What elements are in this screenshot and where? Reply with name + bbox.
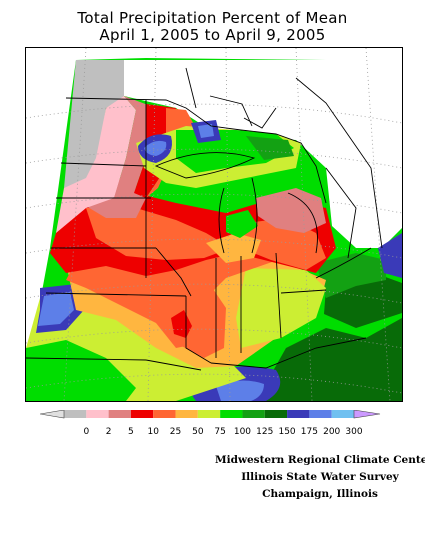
- graticule: [26, 48, 402, 401]
- legend-label: 25: [170, 427, 181, 437]
- legend-swatch: [153, 410, 176, 418]
- us-canada-border: [65, 97, 327, 204]
- legend-label: 125: [256, 427, 273, 437]
- legend-swatches: [64, 410, 354, 418]
- legend: 0 2 5 10 25 50 75 100 125 150 175 200 300: [40, 410, 381, 437]
- region-125-east: [316, 253, 386, 298]
- lake-michigan-shore: [218, 177, 258, 254]
- legend-label: 50: [192, 427, 204, 437]
- region-25-illinois: [164, 286, 226, 358]
- lake-erie-shore: [315, 247, 372, 279]
- region-200-superior-north: [198, 124, 214, 138]
- legend-swatch: [331, 410, 354, 418]
- region-200-southeast: [216, 380, 264, 401]
- region-5-north-strip: [114, 96, 156, 198]
- region-100-michigan: [226, 210, 258, 238]
- legend-swatch: [175, 410, 198, 418]
- title-line-2: April 1, 2005 to April 9, 2005: [99, 26, 326, 44]
- legend-swatch: [130, 410, 154, 418]
- region-100-southwest: [26, 340, 136, 401]
- legend-label: 10: [148, 427, 160, 437]
- legend-swatch: [86, 410, 109, 418]
- credit-block: Midwestern Regional Climate Center Illin…: [215, 452, 425, 503]
- legend-swatch: [220, 410, 243, 418]
- legend-labels: 0 2 5 10 25 50 75 100 125 150 175 200 300: [83, 427, 362, 437]
- region-200-west: [38, 292, 74, 326]
- legend-label: 0: [83, 427, 89, 437]
- legend-label: 5: [128, 427, 134, 437]
- state-lines-central: [45, 247, 212, 364]
- canada-region: [124, 60, 402, 248]
- legend-label: 200: [323, 427, 340, 437]
- legend-label: 2: [106, 427, 112, 437]
- credit-line-2: Illinois State Water Survey: [241, 471, 399, 483]
- region-10-illinois: [171, 310, 192, 338]
- lake-huron-shore: [287, 167, 357, 259]
- region-175-east-edge: [378, 233, 402, 278]
- legend-swatch: [287, 410, 310, 418]
- region-75-central: [236, 268, 326, 348]
- state-lines-east: [215, 252, 327, 358]
- legend-label: 100: [234, 427, 251, 437]
- state-lines-north: [51, 100, 156, 278]
- legend-label: 300: [345, 427, 362, 437]
- map-title: Total Precipitation Percent of Mean Apri…: [0, 10, 425, 44]
- region-200-superior-west: [144, 140, 167, 156]
- boundaries: [26, 67, 383, 371]
- region-150-southeast: [256, 318, 402, 401]
- credit-line-1: Midwestern Regional Climate Center: [215, 454, 425, 466]
- legend-over-arrow: [353, 410, 381, 419]
- legend-label: 175: [301, 427, 318, 437]
- region-50-north: [206, 233, 261, 263]
- legend-label: 150: [278, 427, 295, 437]
- region-25-north-a: [86, 208, 231, 260]
- legend-swatch: [309, 410, 332, 418]
- region-125-superior: [246, 136, 294, 160]
- title-line-1: Total Precipitation Percent of Mean: [77, 9, 348, 27]
- precipitation-map: [25, 47, 403, 402]
- credit-line-3: Champaign, Illinois: [262, 488, 378, 500]
- region-5-michigan: [256, 188, 326, 233]
- legend-swatch: [197, 410, 221, 418]
- legend-under-arrow: [40, 410, 65, 419]
- map-canvas: [26, 48, 402, 401]
- lake-superior-shore: [154, 152, 256, 179]
- legend-swatch: [64, 410, 87, 418]
- canada-internal-lines: [185, 67, 383, 249]
- legend-swatch: [264, 410, 288, 418]
- legend-swatch: [242, 410, 265, 418]
- legend-label: 75: [214, 427, 225, 437]
- legend-swatch: [108, 410, 131, 418]
- state-lines-south: [26, 337, 367, 371]
